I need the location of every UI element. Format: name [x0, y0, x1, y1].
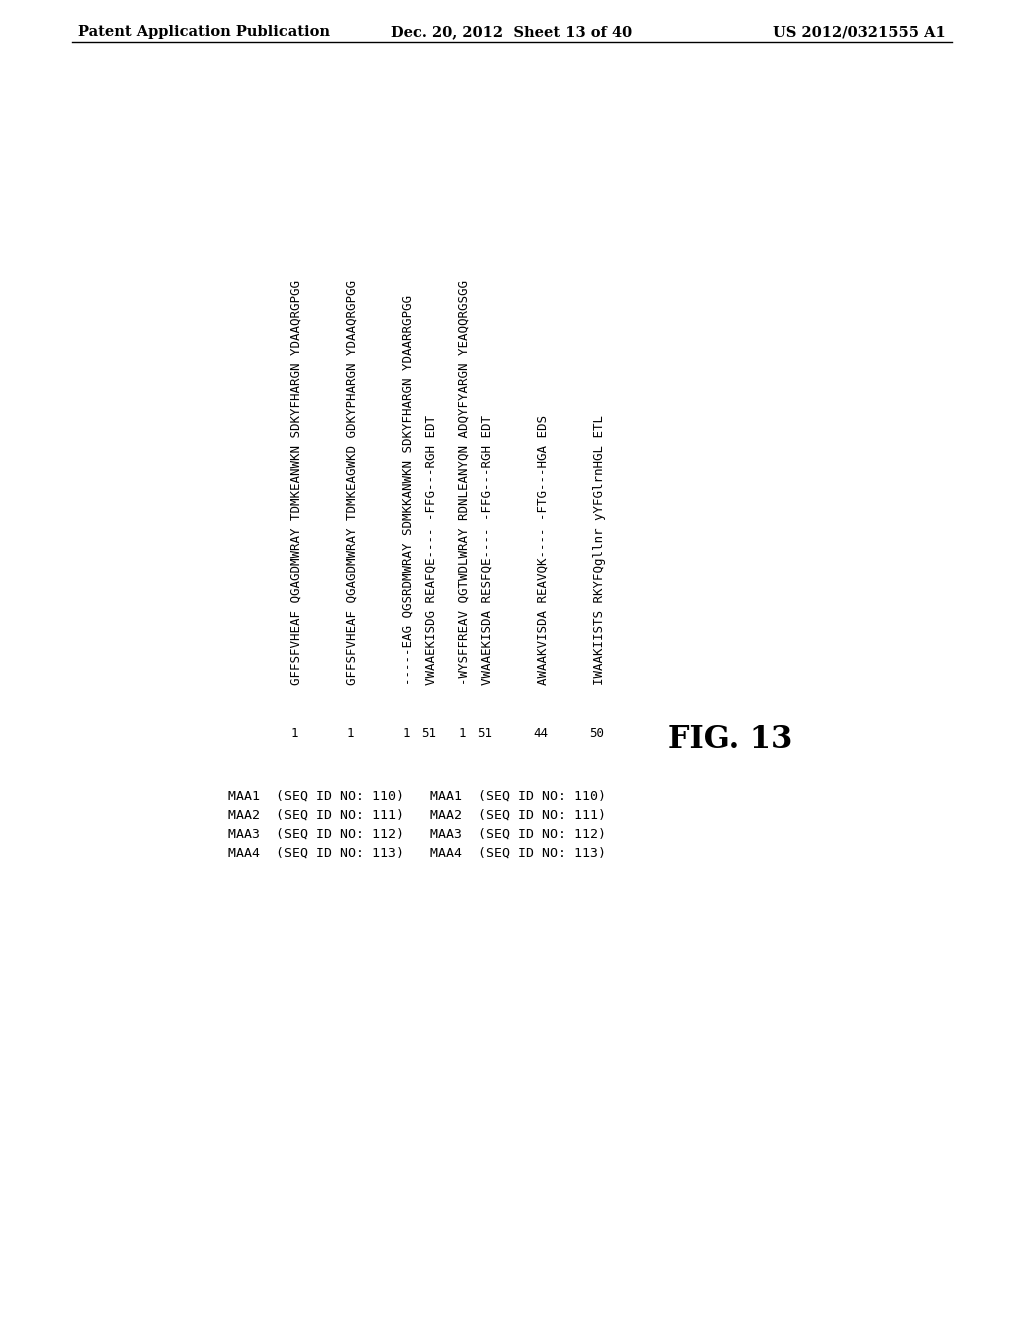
Text: 50: 50: [590, 727, 604, 741]
Text: MAA2  (SEQ ID NO: 111): MAA2 (SEQ ID NO: 111): [228, 809, 404, 822]
Text: -----EAG QGSRDMWRAY SDMKKANWKN SDKYFHARGN YDAARRGPGG: -----EAG QGSRDMWRAY SDMKKANWKN SDKYFHARG…: [402, 294, 415, 685]
Text: FIG. 13: FIG. 13: [668, 725, 793, 755]
Text: GFFSFVHEAF QGAGDMWRAY TDMKEAGWKD GDKYPHARGN YDAAQRGPGG: GFFSFVHEAF QGAGDMWRAY TDMKEAGWKD GDKYPHA…: [346, 280, 359, 685]
Text: MAA3  (SEQ ID NO: 112): MAA3 (SEQ ID NO: 112): [430, 828, 606, 841]
Text: 44: 44: [534, 727, 549, 741]
Text: 1: 1: [346, 727, 353, 741]
Text: US 2012/0321555 A1: US 2012/0321555 A1: [773, 25, 946, 40]
Text: 51: 51: [422, 727, 436, 741]
Text: AWAAKVISDA REAVQK---- -FTG---HGA EDS: AWAAKVISDA REAVQK---- -FTG---HGA EDS: [537, 414, 550, 685]
Text: MAA1  (SEQ ID NO: 110): MAA1 (SEQ ID NO: 110): [228, 789, 404, 803]
Text: 1: 1: [290, 727, 298, 741]
Text: 1: 1: [459, 727, 466, 741]
Text: MAA4  (SEQ ID NO: 113): MAA4 (SEQ ID NO: 113): [430, 847, 606, 861]
Text: -WYSFFREAV QGTWDLWRAY RDNLEANYQN ADQYFYARGN YEAQQRGSGG: -WYSFFREAV QGTWDLWRAY RDNLEANYQN ADQYFYA…: [458, 280, 471, 685]
Text: IWAAKIISTS RKYFQgllnr yYFGlrnHGL ETL: IWAAKIISTS RKYFQgllnr yYFGlrnHGL ETL: [593, 414, 606, 685]
Text: VWAAEKISDG REAFQE---- -FFG---RGH EDT: VWAAEKISDG REAFQE---- -FFG---RGH EDT: [425, 414, 438, 685]
Text: 1: 1: [402, 727, 410, 741]
Text: MAA3  (SEQ ID NO: 112): MAA3 (SEQ ID NO: 112): [228, 828, 404, 841]
Text: Dec. 20, 2012  Sheet 13 of 40: Dec. 20, 2012 Sheet 13 of 40: [391, 25, 633, 40]
Text: GFFSFVHEAF QGAGDMWRAY TDMKEANWKN SDKYFHARGN YDAAQRGPGG: GFFSFVHEAF QGAGDMWRAY TDMKEANWKN SDKYFHA…: [290, 280, 303, 685]
Text: MAA2  (SEQ ID NO: 111): MAA2 (SEQ ID NO: 111): [430, 809, 606, 822]
Text: VWAAEKISDA RESFQE---- -FFG---RGH EDT: VWAAEKISDA RESFQE---- -FFG---RGH EDT: [481, 414, 494, 685]
Text: Patent Application Publication: Patent Application Publication: [78, 25, 330, 40]
Text: MAA1  (SEQ ID NO: 110): MAA1 (SEQ ID NO: 110): [430, 789, 606, 803]
Text: MAA4  (SEQ ID NO: 113): MAA4 (SEQ ID NO: 113): [228, 847, 404, 861]
Text: 51: 51: [477, 727, 493, 741]
